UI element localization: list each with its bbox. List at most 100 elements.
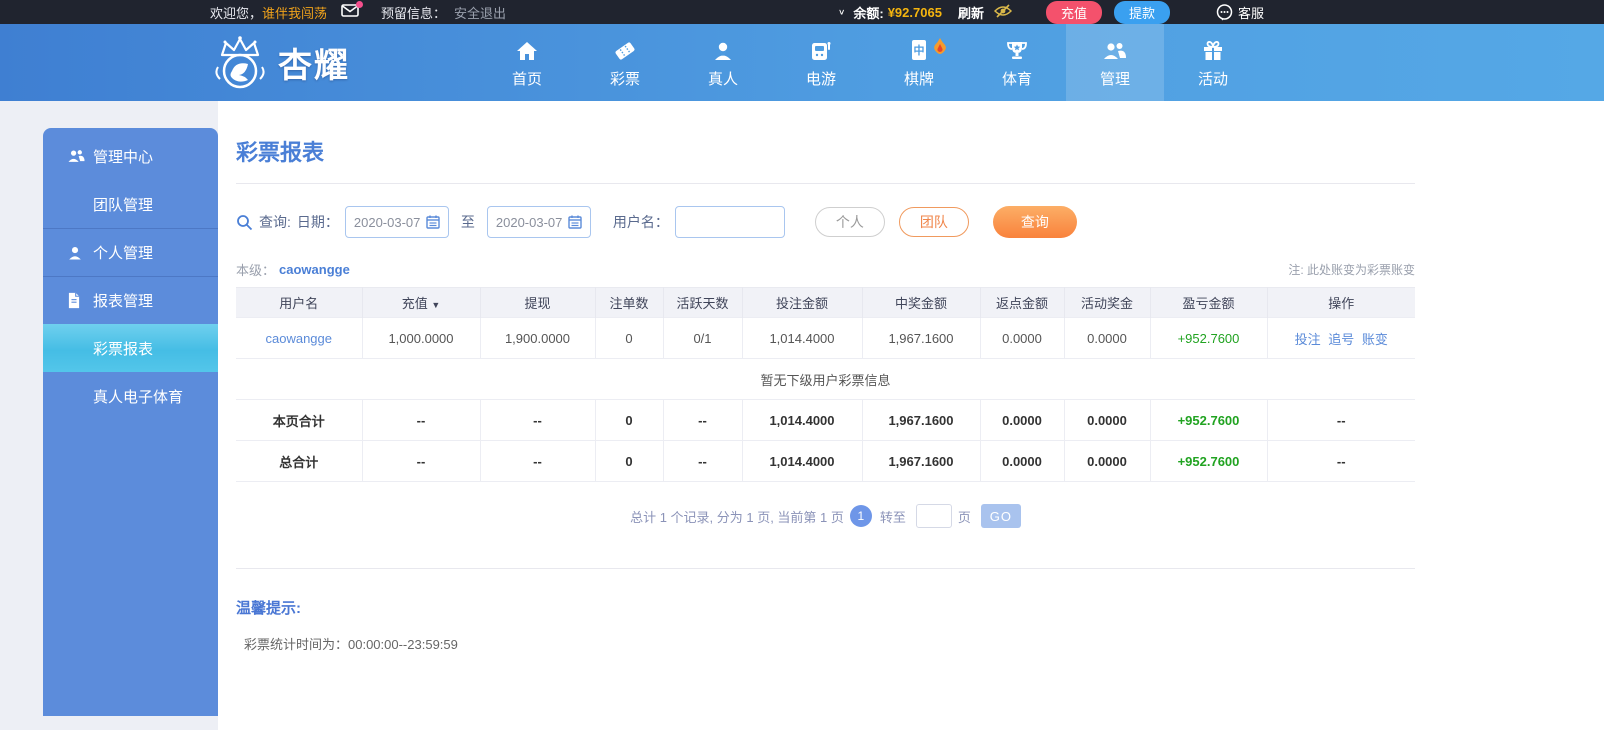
reserved-info-label: 预留信息： bbox=[381, 5, 447, 21]
customer-service-button[interactable]: 客服 bbox=[1216, 3, 1264, 22]
total-cell: -- bbox=[1267, 399, 1415, 441]
tips-content: 彩票统计时间为：00:00:00--23:59:59 bbox=[244, 637, 458, 652]
home-icon bbox=[515, 36, 539, 62]
mail-notification-dot bbox=[356, 1, 364, 8]
users-icon bbox=[67, 148, 93, 164]
nav-label: 真人 bbox=[707, 71, 738, 88]
eye-off-icon[interactable] bbox=[993, 3, 1013, 21]
col-bet-amount: 投注金额 bbox=[742, 287, 863, 318]
sidebar-item-team-manage[interactable]: 团队管理 bbox=[43, 180, 218, 228]
col-recharge-sortable[interactable]: 充值 ▼ bbox=[362, 287, 481, 318]
chase-link[interactable]: 追号 bbox=[1328, 331, 1355, 347]
nav-item-live[interactable]: 真人 bbox=[674, 24, 772, 101]
refresh-button[interactable]: 刷新 bbox=[957, 5, 984, 21]
sidebar-item-live-esports[interactable]: 真人电子体育 bbox=[43, 372, 218, 420]
date-to-input[interactable]: 2020-03-07 bbox=[486, 206, 591, 238]
col-withdraw: 提现 bbox=[480, 287, 596, 318]
nav-label: 管理 bbox=[1099, 71, 1130, 88]
tips-title: 温馨提示: bbox=[236, 600, 301, 617]
total-cell: -- bbox=[480, 440, 596, 482]
level-row: 本级： caowangge 注: 此处账变为彩票账变 bbox=[236, 260, 1415, 279]
nav-item-sports[interactable]: 体育 bbox=[968, 24, 1066, 101]
hot-flame-badge bbox=[933, 38, 947, 58]
level-username-link[interactable]: caowangge bbox=[279, 262, 350, 277]
username-label: 用户名： bbox=[612, 214, 669, 230]
tips-divider bbox=[236, 568, 1415, 569]
crown-emblem-icon bbox=[215, 35, 265, 88]
mahjong-tile-icon: 中 bbox=[909, 36, 929, 62]
account-change-link[interactable]: 账变 bbox=[1361, 331, 1388, 347]
nav-item-activity[interactable]: 活动 bbox=[1164, 24, 1262, 101]
goto-page-input[interactable] bbox=[915, 504, 952, 528]
page-total-label: 本页合计 bbox=[236, 399, 363, 441]
nav-item-egames[interactable]: 电游 bbox=[772, 24, 870, 101]
total-cell: -- bbox=[663, 440, 743, 482]
account-change-note: 注: 此处账变为彩票账变 bbox=[1288, 263, 1415, 277]
cell-actions: 投注 追号 账变 bbox=[1267, 317, 1415, 359]
cell-rebate: 0.0000 bbox=[980, 317, 1065, 359]
total-cell: 1,967.1600 bbox=[862, 440, 981, 482]
personal-button[interactable]: 个人 bbox=[814, 207, 885, 237]
username-link[interactable]: 谁伴我闯荡 bbox=[262, 5, 328, 21]
empty-row: 暂无下级用户彩票信息 bbox=[236, 358, 1415, 400]
grand-total-row: 总合计 -- -- 0 -- 1,014.4000 1,967.1600 0.0… bbox=[236, 440, 1415, 482]
welcome-label: 欢迎您， bbox=[210, 5, 263, 21]
pagination-summary: 总计 1 个记录, 分为 1 页, 当前第 1 页 bbox=[630, 509, 844, 525]
total-cell: 1,014.4000 bbox=[742, 399, 863, 441]
row-username-link[interactable]: caowangge bbox=[265, 330, 333, 346]
chevron-down-icon[interactable]: ∨ bbox=[838, 7, 846, 17]
mail-icon[interactable] bbox=[341, 1, 364, 20]
search-bar: 查询: 日期： 2020-03-07 至 2020-03-07 用户名： 个人 … bbox=[236, 206, 1415, 238]
nav-item-manage[interactable]: 管理 bbox=[1066, 24, 1164, 101]
cell-bet-amount: 1,014.4000 bbox=[742, 317, 863, 359]
content-area: 管理中心 团队管理 个人管理 报表管理 彩票报表 真人电子体育 彩票报表 bbox=[0, 101, 1604, 730]
col-username: 用户名 bbox=[236, 287, 363, 318]
recharge-button[interactable]: 充值 bbox=[1045, 0, 1102, 24]
nav-item-boardgames[interactable]: 中 棋牌 bbox=[870, 24, 968, 101]
brand-logo[interactable]: 杏耀 bbox=[208, 33, 350, 93]
bet-link[interactable]: 投注 bbox=[1294, 331, 1321, 347]
username-input[interactable] bbox=[674, 206, 785, 238]
total-cell: 1,967.1600 bbox=[862, 399, 981, 441]
total-profit-cell: +952.7600 bbox=[1150, 399, 1268, 441]
nav-items: 首页 彩票 真人 电游 中 棋牌 体育 bbox=[478, 24, 1262, 101]
date-from-input[interactable]: 2020-03-07 bbox=[344, 206, 449, 238]
date-label: 日期： bbox=[296, 214, 339, 230]
cell-withdraw: 1,900.0000 bbox=[480, 317, 596, 359]
team-button[interactable]: 团队 bbox=[898, 207, 969, 237]
total-cell: 0.0000 bbox=[980, 440, 1065, 482]
sidebar-item-manage-center[interactable]: 管理中心 bbox=[43, 132, 218, 180]
query-button[interactable]: 查询 bbox=[992, 206, 1077, 238]
total-cell: 0 bbox=[595, 440, 664, 482]
nav-item-home[interactable]: 首页 bbox=[478, 24, 576, 101]
main-panel: 彩票报表 查询: 日期： 2020-03-07 至 2020-03-07 用户名… bbox=[218, 101, 1604, 730]
cell-recharge: 1,000.0000 bbox=[362, 317, 481, 359]
sidebar-item-personal-manage[interactable]: 个人管理 bbox=[43, 228, 218, 276]
col-win-amount: 中奖金额 bbox=[862, 287, 981, 318]
sidebar-item-lottery-report[interactable]: 彩票报表 bbox=[43, 324, 218, 372]
page-1-button[interactable]: 1 bbox=[849, 505, 872, 527]
go-button[interactable]: GO bbox=[980, 504, 1021, 528]
report-table: 用户名 充值 ▼ 提现 注单数 活跃天数 投注金额 中奖金额 返点金额 活动奖金… bbox=[236, 287, 1415, 482]
col-activity-bonus: 活动奖金 bbox=[1064, 287, 1151, 318]
sidebar-label: 团队管理 bbox=[93, 196, 154, 214]
col-rebate: 返点金额 bbox=[980, 287, 1065, 318]
logout-link[interactable]: 安全退出 bbox=[454, 5, 507, 21]
svg-text:中: 中 bbox=[914, 43, 925, 57]
date-to-value: 2020-03-07 bbox=[495, 214, 563, 230]
calendar-icon bbox=[426, 215, 440, 229]
chat-bubble-icon bbox=[1216, 3, 1233, 20]
sidebar-label: 管理中心 bbox=[93, 148, 154, 166]
cell-activity-bonus: 0.0000 bbox=[1064, 317, 1151, 359]
sidebar-item-report-manage[interactable]: 报表管理 bbox=[43, 276, 218, 324]
withdraw-button[interactable]: 提款 bbox=[1113, 0, 1170, 24]
col-label: 充值 bbox=[401, 296, 428, 311]
document-icon bbox=[67, 292, 93, 309]
table-row: caowangge 1,000.0000 1,900.0000 0 0/1 1,… bbox=[236, 317, 1415, 359]
sidebar-label: 报表管理 bbox=[93, 293, 154, 310]
cell-profit: +952.7600 bbox=[1150, 317, 1268, 359]
cell-active-days: 0/1 bbox=[663, 317, 743, 359]
col-active-days: 活跃天数 bbox=[663, 287, 743, 318]
table-header-row: 用户名 充值 ▼ 提现 注单数 活跃天数 投注金额 中奖金额 返点金额 活动奖金… bbox=[236, 287, 1415, 318]
nav-item-lottery[interactable]: 彩票 bbox=[576, 24, 674, 101]
